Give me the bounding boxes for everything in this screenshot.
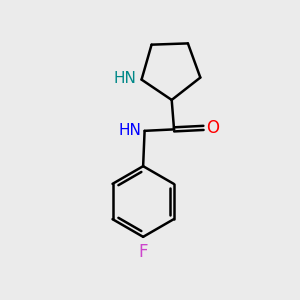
Text: O: O xyxy=(206,119,219,137)
Text: HN: HN xyxy=(113,70,136,86)
Text: HN: HN xyxy=(119,123,142,138)
Text: F: F xyxy=(138,243,148,261)
